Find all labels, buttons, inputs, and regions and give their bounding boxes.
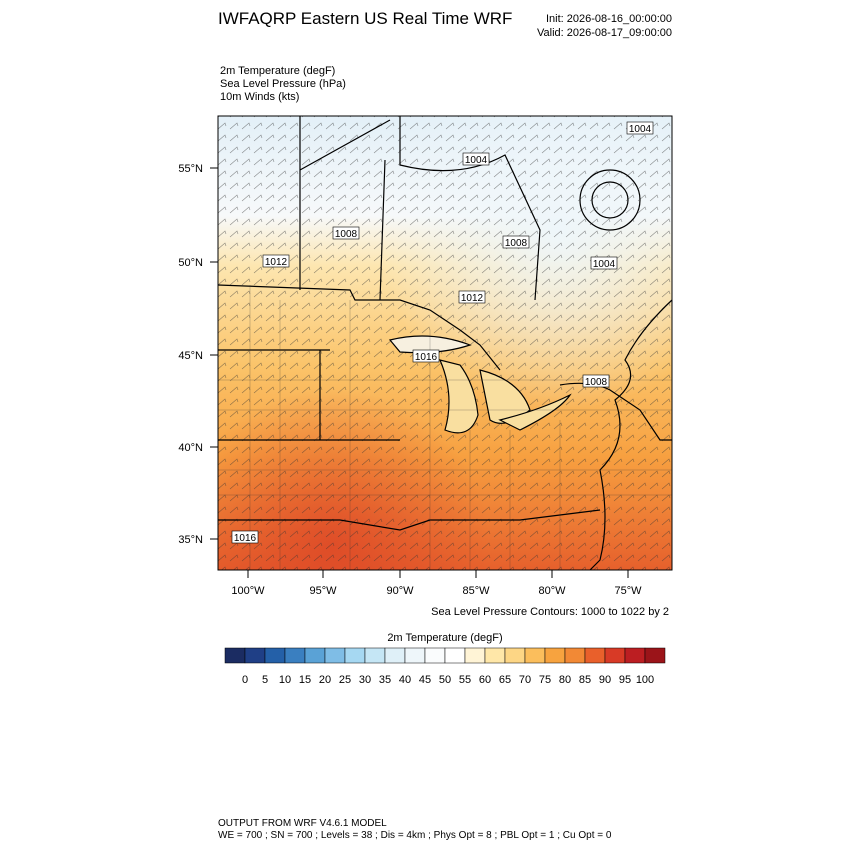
colorbar-label: 65 — [499, 674, 511, 686]
colorbar-label: 55 — [459, 674, 471, 686]
colorbar-label: 25 — [339, 674, 351, 686]
colorbar-label: 85 — [579, 674, 591, 686]
colorbar-label: 90 — [599, 674, 611, 686]
colorbar-swatch — [364, 647, 386, 664]
contour-label-box — [458, 290, 486, 304]
colorbar-swatch — [304, 647, 326, 664]
lat-label: 40°N — [178, 442, 203, 454]
lat-label: 55°N — [178, 163, 203, 175]
colorbar-swatch — [244, 647, 266, 664]
colorbar-swatch — [444, 647, 466, 664]
contour-label-box — [582, 374, 610, 388]
colorbar-swatch — [604, 647, 626, 664]
colorbar-label: 15 — [299, 674, 311, 686]
colorbar-swatch — [564, 647, 586, 664]
colorbar-swatch — [524, 647, 546, 664]
lat-label: 45°N — [178, 350, 203, 362]
colorbar-label: 50 — [439, 674, 451, 686]
field-label: 10m Winds (kts) — [220, 91, 299, 103]
lon-label: 80°W — [538, 585, 566, 597]
lon-label: 100°W — [231, 585, 265, 597]
contour-caption: Sea Level Pressure Contours: 1000 to 102… — [431, 606, 669, 618]
colorbar-label: 100 — [636, 674, 654, 686]
colorbar-label: 5 — [262, 674, 268, 686]
contour-label: 1004 — [593, 259, 616, 270]
colorbar-swatch — [264, 647, 286, 664]
colorbar-swatch — [324, 647, 346, 664]
lat-label: 35°N — [178, 534, 203, 546]
contour-label-box — [231, 530, 259, 544]
colorbar-label: 60 — [479, 674, 491, 686]
valid-time: Valid: 2026-08-17_09:00:00 — [537, 27, 672, 39]
lon-label: 85°W — [462, 585, 490, 597]
colorbar-label: 0 — [242, 674, 248, 686]
colorbar-label: 45 — [419, 674, 431, 686]
colorbar-swatch — [584, 647, 606, 664]
contour-label: 1008 — [585, 377, 608, 388]
contour-label: 1004 — [629, 124, 652, 135]
footer-line: WE = 700 ; SN = 700 ; Levels = 38 ; Dis … — [218, 830, 612, 841]
colorbar-swatch — [284, 647, 306, 664]
colorbar-swatch — [484, 647, 506, 664]
lon-label: 95°W — [309, 585, 337, 597]
colorbar-label: 35 — [379, 674, 391, 686]
colorbar-label: 80 — [559, 674, 571, 686]
contour-label: 1008 — [335, 229, 358, 240]
contour-label-box — [502, 235, 530, 249]
colorbar-swatch — [544, 647, 566, 664]
colorbar-swatch — [424, 647, 446, 664]
contour-label: 1012 — [461, 293, 484, 304]
contour-label-box — [590, 256, 618, 270]
colorbar-label: 10 — [279, 674, 291, 686]
colorbar-swatch — [344, 647, 366, 664]
lon-label: 90°W — [386, 585, 414, 597]
contour-label-box — [332, 226, 360, 240]
title: IWFAQRP Eastern US Real Time WRF — [218, 9, 512, 28]
contour-label-box — [262, 254, 290, 268]
contour-label: 1016 — [234, 533, 257, 544]
lon-label: 75°W — [614, 585, 642, 597]
contour-label: 1012 — [265, 257, 288, 268]
contour-label: 1016 — [415, 352, 438, 363]
lat-label: 50°N — [178, 257, 203, 269]
contour-label-box — [462, 152, 490, 166]
colorbar-swatch — [224, 647, 246, 664]
colorbar-label: 40 — [399, 674, 411, 686]
contour-label-box — [626, 121, 654, 135]
footer-line: OUTPUT FROM WRF V4.6.1 MODEL — [218, 818, 387, 829]
contour-label: 1004 — [465, 155, 488, 166]
colorbar-swatch — [504, 647, 526, 664]
colorbar-label: 95 — [619, 674, 631, 686]
colorbar-label: 75 — [539, 674, 551, 686]
colorbar-swatch — [404, 647, 426, 664]
colorbar-swatch — [384, 647, 406, 664]
colorbar-label: 20 — [319, 674, 331, 686]
colorbar-swatch — [644, 647, 666, 664]
colorbar-label: 30 — [359, 674, 371, 686]
contour-label: 1008 — [505, 238, 528, 249]
field-label: 2m Temperature (degF) — [220, 65, 335, 77]
init-time: Init: 2026-08-16_00:00:00 — [546, 13, 672, 25]
colorbar-title: 2m Temperature (degF) — [387, 632, 502, 644]
colorbar-swatch — [624, 647, 646, 664]
colorbar-swatch — [464, 647, 486, 664]
map-field — [218, 116, 672, 570]
contour-label-box — [412, 349, 440, 363]
field-label: Sea Level Pressure (hPa) — [220, 78, 346, 90]
map-frame — [217, 115, 673, 571]
colorbar-label: 70 — [519, 674, 531, 686]
